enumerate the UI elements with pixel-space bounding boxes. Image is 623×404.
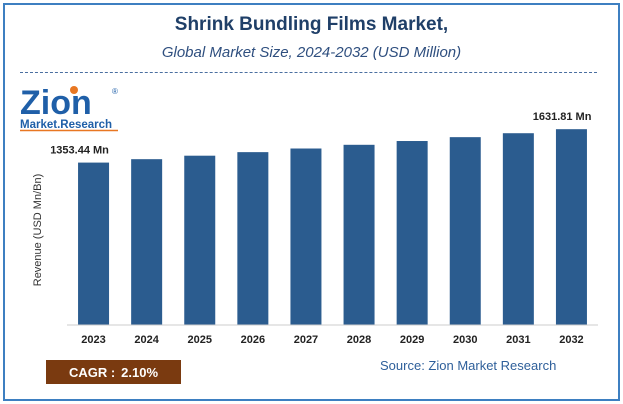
logo-tag-text: Market.Research bbox=[20, 119, 112, 131]
bar-2031 bbox=[502, 133, 534, 325]
x-tick-label: 2025 bbox=[188, 334, 212, 346]
bar-2029 bbox=[396, 141, 428, 325]
bar-2032 bbox=[555, 129, 587, 325]
cagr-value: 2.10% bbox=[121, 364, 159, 380]
x-tick-label: 2026 bbox=[241, 334, 265, 346]
x-tick-label: 2028 bbox=[347, 334, 371, 346]
x-tick-label: 2032 bbox=[559, 334, 583, 346]
bar-2026 bbox=[237, 152, 269, 325]
x-tick-label: 2023 bbox=[81, 334, 105, 346]
data-label: 1353.44 Mn bbox=[50, 145, 109, 157]
bar-2024 bbox=[131, 159, 163, 325]
logo-name-text: Zion bbox=[20, 84, 92, 122]
cagr-label: CAGR : bbox=[68, 364, 116, 380]
cagr-badge: CAGR : 2.10% bbox=[46, 360, 181, 384]
x-tick-label: 2031 bbox=[506, 334, 530, 346]
x-tick-label: 2027 bbox=[294, 334, 318, 346]
bar-2028 bbox=[343, 144, 375, 325]
x-tick-label: 2024 bbox=[134, 334, 159, 346]
chart-title: Shrink Bundling Films Market, bbox=[174, 14, 449, 35]
bar-2030 bbox=[449, 137, 481, 325]
bar-2027 bbox=[290, 148, 322, 325]
logo-reg-mark: ® bbox=[112, 87, 118, 96]
title-divider bbox=[20, 72, 597, 73]
chart-subtitle: Global Market Size, 2024-2032 (USD Milli… bbox=[161, 44, 462, 61]
x-tick-label: 2029 bbox=[400, 334, 424, 346]
logo-dot-icon bbox=[70, 86, 78, 94]
bar-2025 bbox=[184, 155, 216, 325]
bar-2023 bbox=[78, 162, 110, 325]
x-tick-label: 2030 bbox=[453, 334, 477, 346]
data-label: 1631.81 Mn bbox=[533, 111, 592, 123]
source-text: Source: Zion Market Research bbox=[380, 358, 557, 373]
zion-logo: Zion ® Market.Research bbox=[20, 84, 118, 132]
